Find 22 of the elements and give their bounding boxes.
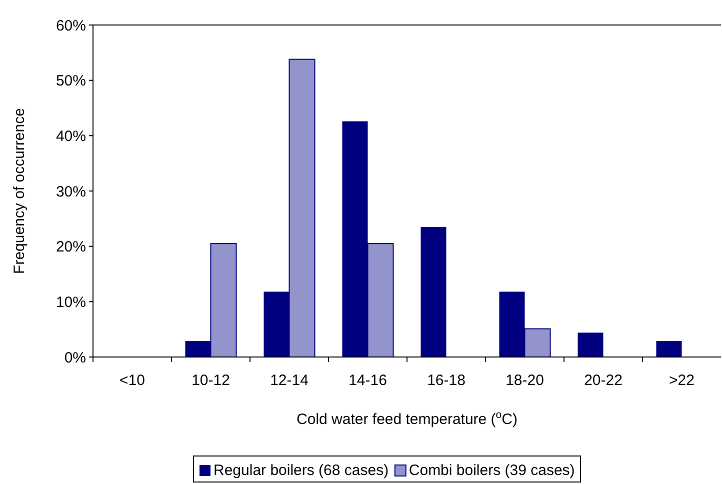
y-tick-label: 20% <box>56 238 86 256</box>
bar <box>420 226 446 357</box>
y-tick-label: 40% <box>56 128 86 145</box>
y-tick-label: 30% <box>56 183 86 200</box>
legend-label: Regular boilers (68 cases) <box>214 462 389 479</box>
x-tick-label: 10-12 <box>192 372 230 389</box>
x-tick-label: >22 <box>669 372 694 389</box>
x-tick-label: 12-14 <box>270 372 308 389</box>
x-tick-label: 20-22 <box>584 372 622 389</box>
x-tick-label: <10 <box>120 372 145 389</box>
x-tick-label: 16-18 <box>427 372 466 389</box>
bar <box>578 332 604 357</box>
y-tick-label: 60% <box>56 17 86 34</box>
y-tick-label: 10% <box>56 294 86 311</box>
y-tick-label: 50% <box>56 72 86 90</box>
legend-label: Combi boilers (39 cases) <box>408 462 575 479</box>
x-axis-title: Cold water feed temperature ($^{o}$C) <box>296 409 518 428</box>
x-tick-label: 14-16 <box>348 372 387 389</box>
x-tick-label: 18-20 <box>506 372 544 389</box>
bar <box>656 340 682 357</box>
y-axis-title: Frequency of occurrence <box>11 108 28 274</box>
y-tick-label: 0% <box>64 349 86 366</box>
